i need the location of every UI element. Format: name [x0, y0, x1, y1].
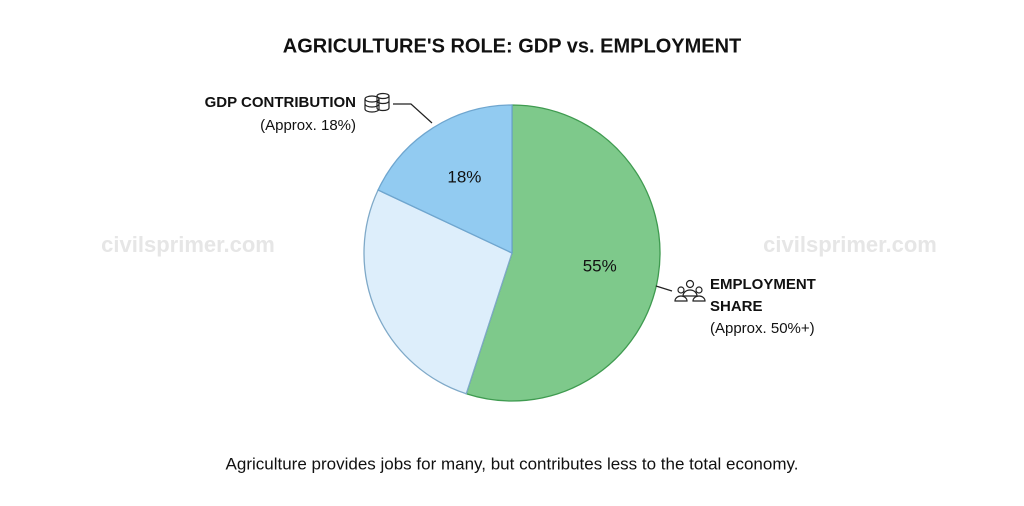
value-label: 55%	[583, 256, 617, 275]
leader-line	[393, 103, 433, 124]
caption: Agriculture provides jobs for many, but …	[226, 454, 799, 473]
annotation-title: GDP CONTRIBUTION	[205, 94, 356, 111]
coins-icon	[364, 92, 390, 113]
annotation-title: SHARE	[710, 298, 763, 315]
annotation-note: (Approx. 18%)	[260, 117, 356, 134]
annotation-note: (Approx. 50%+)	[710, 320, 815, 337]
pie: 55% 18%	[363, 104, 661, 402]
watermark: civilsprimer.com	[101, 232, 275, 257]
watermark: civilsprimer.com	[763, 232, 937, 257]
people-icon	[674, 279, 706, 302]
leader-line	[655, 285, 673, 292]
chart-title: AGRICULTURE'S ROLE: GDP vs. EMPLOYMENT	[283, 35, 742, 57]
pie-slice	[465, 104, 661, 402]
pie-slice	[377, 104, 513, 255]
pie-slice	[363, 189, 513, 395]
value-label: 18%	[447, 168, 481, 187]
annotation-title: EMPLOYMENT	[710, 276, 816, 293]
